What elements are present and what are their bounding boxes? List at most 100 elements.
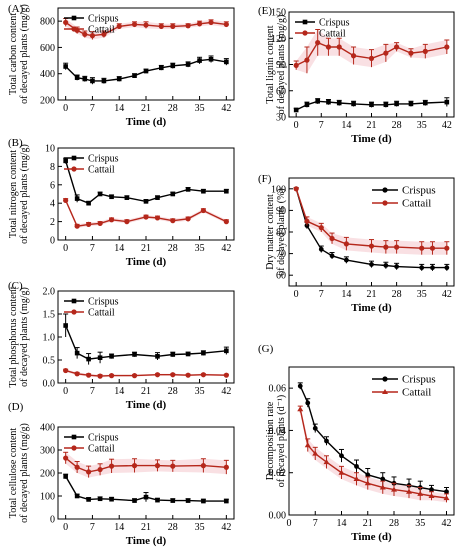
legend-label: Cattail xyxy=(402,387,431,399)
legend-marker xyxy=(71,434,77,440)
data-point xyxy=(312,425,318,431)
data-point xyxy=(63,19,69,26)
x-axis-label: Time (d) xyxy=(351,133,392,145)
y-tick-label: 4 xyxy=(50,199,55,210)
data-point xyxy=(224,498,229,504)
data-point xyxy=(170,352,176,357)
y-axis-label: of decayed plants (%) xyxy=(276,188,287,275)
data-point xyxy=(97,191,103,197)
data-point xyxy=(74,196,80,201)
data-point xyxy=(155,497,160,503)
y-tick-label: 30 xyxy=(276,113,286,124)
data-point xyxy=(443,495,450,501)
y-axis-label: of decayed plants (mg/g) xyxy=(19,4,30,104)
data-point xyxy=(109,354,114,359)
x-axis-label: Time (d) xyxy=(351,302,392,314)
data-point xyxy=(365,472,371,478)
data-point xyxy=(131,373,138,379)
data-point xyxy=(338,469,345,475)
data-point xyxy=(318,225,324,231)
data-point xyxy=(223,219,229,225)
data-point xyxy=(154,215,161,221)
legend-marker xyxy=(71,309,77,315)
chart-panel-f: 0 7 14 21 28 35 42 60 70 80 90 100 Time (d) Dry matte… xyxy=(258,173,455,314)
legend-marker xyxy=(71,15,77,21)
plot-frame xyxy=(57,290,235,384)
series-cattail xyxy=(293,186,450,255)
y-axis-label: of decayed plants (mg/g) xyxy=(19,144,30,244)
data-point xyxy=(312,450,319,456)
data-point xyxy=(185,216,191,222)
data-point xyxy=(368,243,375,249)
data-point xyxy=(208,19,214,26)
data-point xyxy=(364,480,371,486)
data-point xyxy=(74,350,80,356)
y-tick-label: 1.5 xyxy=(43,310,56,321)
x-tick-label: 7 xyxy=(90,522,95,533)
x-axis-label: Time (d) xyxy=(126,116,167,128)
x-tick-label: 42 xyxy=(442,289,452,300)
data-point xyxy=(97,373,103,379)
data-point xyxy=(74,223,80,229)
y-tick-label: 0 xyxy=(50,236,55,247)
series-cattail xyxy=(63,197,229,229)
x-tick-label: 14 xyxy=(114,522,124,533)
x-tick-label: 7 xyxy=(90,103,95,114)
plot-frame xyxy=(288,366,455,516)
x-tick-label: 42 xyxy=(221,243,231,254)
data-point xyxy=(223,372,229,378)
y-tick-label: 600 xyxy=(40,43,55,54)
legend-label: Crispus xyxy=(402,185,436,197)
data-point xyxy=(422,48,428,54)
data-point xyxy=(63,197,69,204)
x-tick-label: 7 xyxy=(319,120,324,131)
data-point xyxy=(336,44,342,50)
data-point xyxy=(185,351,191,357)
data-point xyxy=(223,21,229,28)
x-tick-label: 7 xyxy=(90,386,95,397)
data-point xyxy=(154,463,161,469)
data-point xyxy=(185,62,191,67)
x-tick-label: 35 xyxy=(417,289,427,300)
y-tick-label: 10 xyxy=(45,144,55,155)
data-point xyxy=(108,373,115,379)
x-tick-label: 0 xyxy=(63,522,68,533)
x-tick-label: 28 xyxy=(168,522,178,533)
x-tick-label: 21 xyxy=(141,243,151,254)
panel-label: (F) xyxy=(258,173,272,185)
x-tick-label: 42 xyxy=(221,103,231,114)
x-tick-label: 0 xyxy=(294,120,299,131)
data-point xyxy=(383,102,389,108)
chart-panel-c: 0 7 14 21 28 35 42 0.0 0.5 1.0 1.5 2.0 Time (d) Total… xyxy=(8,280,235,411)
y-axis-label: Total cellulose content xyxy=(8,428,19,519)
y-tick-label: 1.0 xyxy=(43,333,56,344)
data-point xyxy=(201,350,206,356)
data-point xyxy=(86,356,91,362)
data-point xyxy=(132,352,137,357)
x-axis-label: Time (d) xyxy=(126,256,167,268)
x-tick-label: 0 xyxy=(63,386,68,397)
data-point xyxy=(408,101,414,107)
data-point xyxy=(315,40,321,46)
legend-marker xyxy=(71,26,77,32)
y-tick-label: 0 xyxy=(50,515,55,526)
data-point xyxy=(224,188,229,194)
x-tick-label: 28 xyxy=(389,518,399,529)
data-point xyxy=(200,463,206,469)
series-cattail xyxy=(63,367,229,379)
data-point xyxy=(430,265,435,271)
legend-label: Crispus xyxy=(319,18,350,29)
x-tick-label: 21 xyxy=(141,386,151,397)
data-point xyxy=(109,194,114,200)
data-point xyxy=(132,498,137,503)
data-point xyxy=(86,469,92,475)
y-tick-label: 60 xyxy=(276,271,286,282)
x-tick-label: 28 xyxy=(392,120,402,131)
data-point xyxy=(429,245,436,251)
chart-panel-d: 0 7 14 21 28 35 42 0 100 200 300 400 Time (d) Total c… xyxy=(8,401,235,547)
data-point xyxy=(74,464,80,470)
